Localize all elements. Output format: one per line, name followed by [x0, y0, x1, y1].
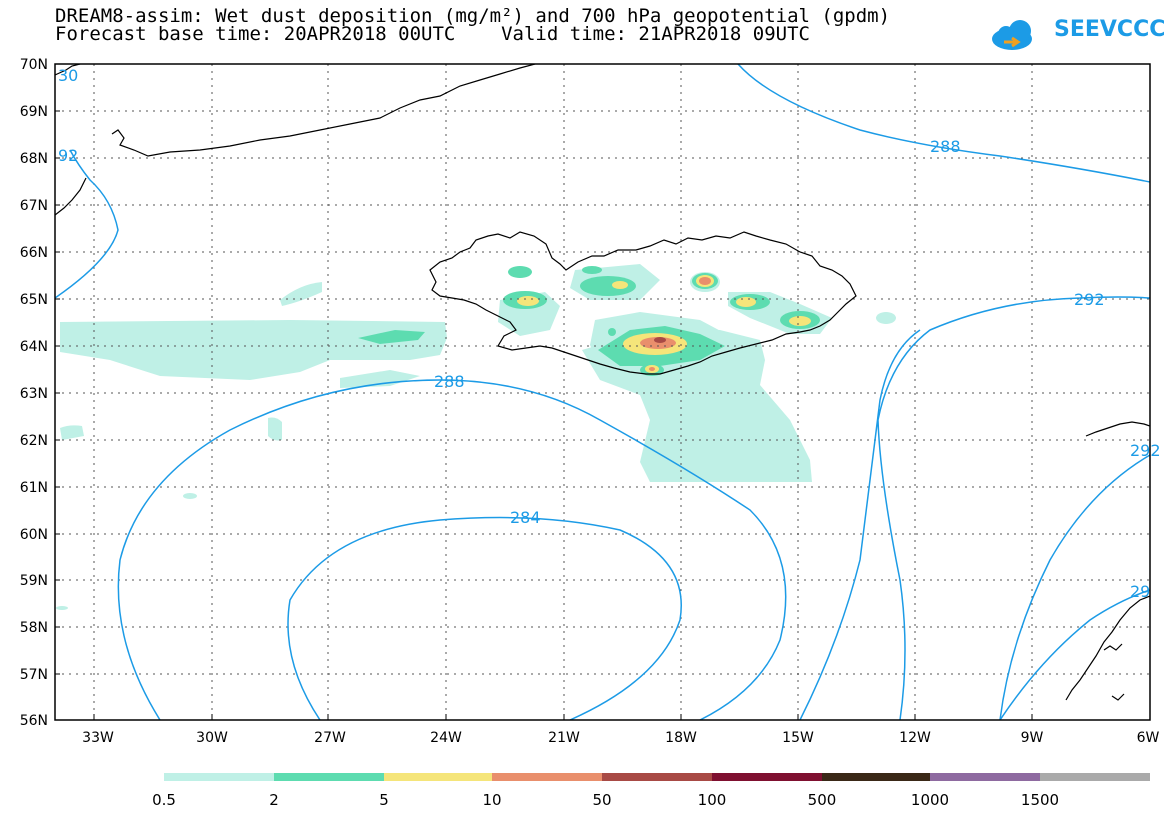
legend-label: 10 [482, 791, 501, 809]
geopotential-contours [55, 64, 1150, 720]
scotland-coast [1065, 595, 1150, 701]
longitude-axis: 33W 30W 27W 24W 21W 18W 15W 12W 9W 6W [82, 730, 1159, 746]
contour-288-east [799, 329, 921, 720]
legend-swatch [1040, 773, 1150, 781]
iceland-coast [429, 231, 857, 375]
legend-swatch [384, 773, 492, 781]
graticule [55, 64, 1150, 720]
contour-292-west [55, 149, 119, 299]
cloud-icon [992, 20, 1032, 50]
coastlines [55, 64, 1150, 701]
contour-300 [999, 589, 1150, 720]
legend-label: 100 [698, 791, 727, 809]
latitude-axis: 70N 69N 68N 67N 66N 65N 64N 63N 62N 61N … [20, 57, 48, 729]
legend-label: 1500 [1021, 791, 1059, 809]
lon-label: 30W [196, 730, 228, 746]
lon-label: 9W [1021, 730, 1044, 746]
lon-label: 6W [1137, 730, 1160, 746]
legend-label: 5 [379, 791, 389, 809]
contour-label: 288 [434, 372, 465, 391]
lat-label: 58N [20, 620, 48, 636]
contour-292-east [877, 296, 1150, 720]
lat-label: 62N [20, 433, 48, 449]
legend-label: 0.5 [152, 791, 176, 809]
legend-labels: 0.5 2 5 10 50 100 500 1000 1500 [152, 791, 1059, 809]
lon-label: 18W [665, 730, 697, 746]
legend-label: 500 [808, 791, 837, 809]
contour-label: 30 [58, 66, 78, 85]
lon-label: 15W [782, 730, 814, 746]
legend-swatch [822, 773, 930, 781]
lat-label: 67N [20, 198, 48, 214]
dust-spot-4 [56, 606, 68, 610]
lon-label: 33W [82, 730, 114, 746]
legend-swatch [712, 773, 822, 781]
lat-label: 56N [20, 713, 48, 729]
lat-label: 68N [20, 151, 48, 167]
contour-label: 292 [1074, 290, 1105, 309]
lat-label: 63N [20, 386, 48, 402]
lat-label: 60N [20, 527, 48, 543]
faroe-islands [1085, 421, 1150, 437]
legend-swatch [930, 773, 1040, 781]
contour-label: 284 [510, 508, 541, 527]
forecast-time-line: Forecast base time: 20APR2018 00UTC Vali… [55, 23, 810, 45]
legend-label: 50 [592, 791, 611, 809]
norway-islands [1103, 643, 1125, 701]
lat-label: 59N [20, 573, 48, 589]
lat-label: 65N [20, 292, 48, 308]
legend-swatch [164, 773, 274, 781]
lon-label: 24W [430, 730, 462, 746]
lon-label: 12W [899, 730, 931, 746]
contour-284 [287, 516, 682, 720]
contour-288-south [117, 379, 787, 720]
dust-spot-1 [268, 417, 282, 441]
legend-label: 1000 [911, 791, 949, 809]
dust-band-south [340, 370, 420, 388]
legend-swatch [602, 773, 712, 781]
contour-296 [999, 454, 1150, 720]
legend-colorbar [164, 773, 1150, 781]
seevccc-logo [992, 20, 1032, 50]
dust-spot-3 [183, 493, 197, 499]
contour-label: 29 [1130, 582, 1150, 601]
dust-band-west-green [358, 330, 425, 344]
lat-label: 57N [20, 667, 48, 683]
dust-patch-north [280, 282, 322, 306]
greenland-coast [55, 64, 536, 216]
dust-plume-west [60, 320, 447, 380]
map-title: DREAM8-assim: Wet dust deposition (mg/m²… [55, 5, 891, 27]
contour-label: 288 [930, 137, 961, 156]
legend-label: 2 [269, 791, 279, 809]
logo-text: SEEVCCC [1054, 17, 1166, 42]
lat-label: 70N [20, 57, 48, 73]
contour-labels: 288 292 288 284 292 29 30 92 [58, 66, 1161, 601]
lat-label: 61N [20, 480, 48, 496]
legend-swatch [492, 773, 602, 781]
dust-spot-2 [60, 425, 84, 440]
lat-label: 64N [20, 339, 48, 355]
contour-288-north [737, 64, 1150, 183]
dust-east-coast-patch [876, 312, 896, 324]
dust-deposition-shading [56, 264, 896, 610]
lat-label: 66N [20, 245, 48, 261]
lon-label: 27W [314, 730, 346, 746]
lat-label: 69N [20, 104, 48, 120]
lon-label: 21W [548, 730, 580, 746]
contour-label: 92 [58, 146, 78, 165]
legend-swatch [274, 773, 384, 781]
contour-label: 292 [1130, 441, 1161, 460]
map-frame [54, 63, 1151, 721]
